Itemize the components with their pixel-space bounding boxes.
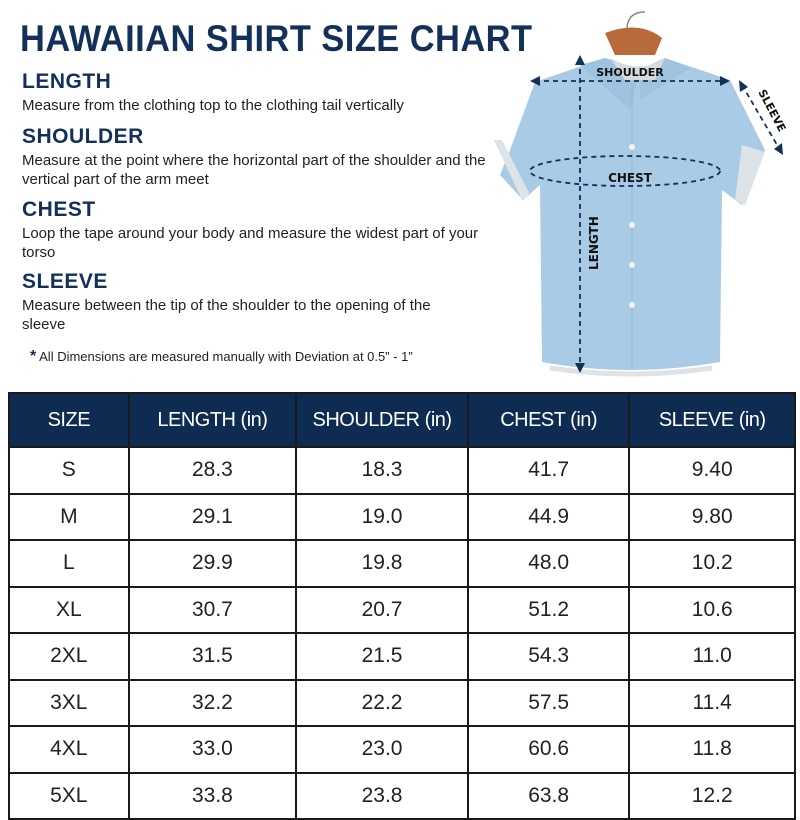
length-label: LENGTH bbox=[587, 216, 601, 270]
chest-line bbox=[529, 155, 721, 187]
table-row: XL 30.7 20.7 51.2 10.6 bbox=[8, 585, 796, 634]
length-section: LENGTH Measure from the clothing top to … bbox=[22, 70, 492, 115]
cell-shoulder: 23.0 bbox=[295, 725, 469, 774]
cell-size: L bbox=[8, 539, 130, 588]
cell-size: 3XL bbox=[8, 678, 130, 727]
size-table: SIZE LENGTH (in) SHOULDER (in) CHEST (in… bbox=[8, 392, 796, 820]
cell-sleeve: 11.4 bbox=[628, 678, 796, 727]
cell-length: 31.5 bbox=[127, 632, 298, 681]
cell-chest: 60.6 bbox=[466, 725, 631, 774]
header-chest: CHEST (in) bbox=[466, 392, 631, 448]
cell-length: 28.3 bbox=[127, 446, 298, 495]
sleeve-description: Measure between the tip of the shoulder … bbox=[22, 297, 431, 333]
shoulder-label: SHOULDER bbox=[596, 66, 664, 79]
cell-sleeve: 11.0 bbox=[628, 632, 796, 681]
sleeve-label: SLEEVE bbox=[755, 87, 788, 134]
table-row: M 29.1 19.0 44.9 9.80 bbox=[8, 492, 796, 541]
length-description: Measure from the clothing top to the clo… bbox=[22, 97, 404, 114]
table-row: 4XL 33.0 23.0 60.6 11.8 bbox=[8, 725, 796, 774]
cell-chest: 57.5 bbox=[466, 678, 631, 727]
cell-length: 32.2 bbox=[127, 678, 298, 727]
cell-size: S bbox=[8, 446, 130, 495]
shoulder-section: SHOULDER Measure at the point where the … bbox=[22, 125, 492, 189]
cell-shoulder: 23.8 bbox=[295, 771, 469, 820]
asterisk-icon: * bbox=[30, 348, 37, 365]
table-row: L 29.9 19.8 48.0 10.2 bbox=[8, 539, 796, 588]
cell-shoulder: 22.2 bbox=[295, 678, 469, 727]
cell-length: 30.7 bbox=[127, 585, 298, 634]
header-sleeve: SLEEVE (in) bbox=[628, 392, 796, 448]
header-length: LENGTH (in) bbox=[127, 392, 298, 448]
table-row: 2XL 31.5 21.5 54.3 11.0 bbox=[8, 632, 796, 681]
table-row: 3XL 32.2 22.2 57.5 11.4 bbox=[8, 678, 796, 727]
shirt-icon bbox=[494, 58, 765, 377]
chest-label: CHEST bbox=[608, 171, 653, 185]
cell-sleeve: 10.6 bbox=[628, 585, 796, 634]
cell-sleeve: 9.40 bbox=[628, 446, 796, 495]
chest-section: CHEST Loop the tape around your body and… bbox=[22, 198, 492, 262]
table-header-row: SIZE LENGTH (in) SHOULDER (in) CHEST (in… bbox=[8, 392, 796, 448]
cell-sleeve: 11.8 bbox=[628, 725, 796, 774]
cell-length: 29.9 bbox=[127, 539, 298, 588]
cell-length: 29.1 bbox=[127, 492, 298, 541]
cell-chest: 54.3 bbox=[466, 632, 631, 681]
sleeve-heading: SLEEVE bbox=[22, 270, 108, 293]
chest-description: Loop the tape around your body and measu… bbox=[22, 225, 479, 261]
length-heading: LENGTH bbox=[22, 70, 112, 93]
cell-sleeve: 10.2 bbox=[628, 539, 796, 588]
cell-size: XL bbox=[8, 585, 130, 634]
cell-chest: 51.2 bbox=[466, 585, 631, 634]
table-row: S 28.3 18.3 41.7 9.40 bbox=[8, 446, 796, 495]
shirt-diagram: SHOULDER CHEST LENGTH SLEEVE bbox=[494, 11, 788, 377]
header-shoulder: SHOULDER (in) bbox=[295, 392, 469, 448]
cell-sleeve: 12.2 bbox=[628, 771, 796, 820]
measurement-note: * All Dimensions are measured manually w… bbox=[30, 348, 413, 366]
cell-shoulder: 21.5 bbox=[295, 632, 469, 681]
page-title: HAWAIIAN SHIRT SIZE CHART bbox=[20, 18, 533, 59]
hanger-icon bbox=[605, 11, 662, 55]
cell-size: 2XL bbox=[8, 632, 130, 681]
sleeve-section: SLEEVE Measure between the tip of the sh… bbox=[22, 270, 452, 334]
shoulder-description: Measure at the point where the horizonta… bbox=[22, 152, 486, 188]
header-size: SIZE bbox=[8, 392, 130, 448]
cell-shoulder: 18.3 bbox=[295, 446, 469, 495]
note-text: All Dimensions are measured manually wit… bbox=[39, 349, 413, 364]
cell-chest: 63.8 bbox=[466, 771, 631, 820]
cell-sleeve: 9.80 bbox=[628, 492, 796, 541]
cell-length: 33.0 bbox=[127, 725, 298, 774]
shoulder-heading: SHOULDER bbox=[22, 125, 144, 148]
table-row: 5XL 33.8 23.8 63.8 12.2 bbox=[8, 771, 796, 820]
sleeve-line bbox=[741, 84, 781, 151]
cell-shoulder: 19.0 bbox=[295, 492, 469, 541]
cell-shoulder: 19.8 bbox=[295, 539, 469, 588]
cell-shoulder: 20.7 bbox=[295, 585, 469, 634]
cell-chest: 48.0 bbox=[466, 539, 631, 588]
cell-chest: 44.9 bbox=[466, 492, 631, 541]
cell-size: 4XL bbox=[8, 725, 130, 774]
cell-size: M bbox=[8, 492, 130, 541]
cell-size: 5XL bbox=[8, 771, 130, 820]
chest-heading: CHEST bbox=[22, 198, 96, 221]
cell-chest: 41.7 bbox=[466, 446, 631, 495]
cell-length: 33.8 bbox=[127, 771, 298, 820]
